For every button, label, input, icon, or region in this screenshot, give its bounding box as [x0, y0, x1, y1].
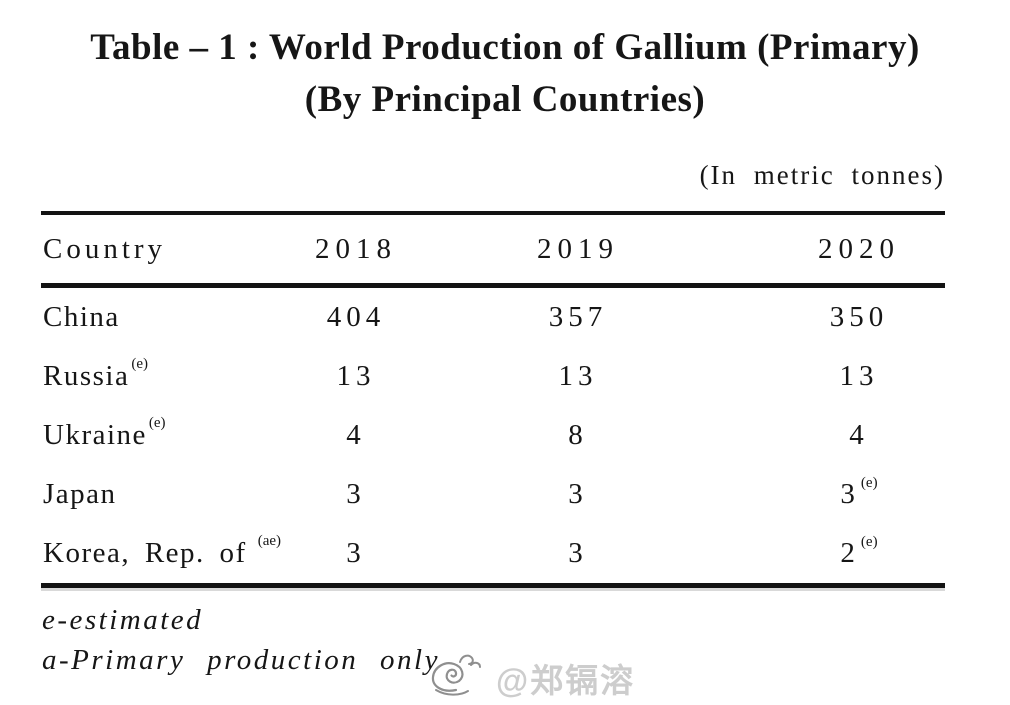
value-cell-2020: 4	[773, 419, 945, 452]
value-cell-2018: 404	[326, 301, 386, 334]
table-title-line2: (By Principal Countries)	[304, 79, 706, 120]
value-cell-2018: 3	[329, 478, 383, 511]
column-header-country: Country	[43, 232, 167, 265]
table-row: Korea, Rep. of (ae) 3 3 2 (e)	[41, 524, 945, 583]
value-cell-2019: 3	[383, 537, 773, 570]
value-cell-2020: 2 (e)	[840, 533, 878, 569]
value-text: 3	[568, 537, 588, 569]
value-text: 3	[346, 537, 366, 569]
column-header-2018: 2018	[315, 232, 397, 265]
value-text: 4	[346, 419, 366, 451]
country-name: Korea, Rep. of	[43, 537, 247, 569]
table-row: Russia (e) 13 13 13	[41, 347, 945, 406]
value-text: 13	[839, 360, 879, 392]
value-cell-2018: 3	[329, 537, 383, 570]
value-text: 13	[336, 360, 376, 392]
watermark: @郑镉溶	[424, 648, 635, 705]
value-cell-2019: 3	[383, 478, 773, 511]
value-cell-2019: 8	[383, 419, 773, 452]
table-row: China 404 357 350	[41, 288, 945, 347]
table-title: Table – 1 : World Production of Gallium …	[0, 22, 1010, 126]
value-text: 2	[840, 537, 860, 569]
column-header-2020: 2020	[818, 232, 900, 265]
value-text: 404	[326, 301, 386, 333]
footnotes-block: e-estimated a-Primary production only	[42, 600, 440, 680]
value-text: 4	[849, 419, 869, 451]
value-text: 357	[548, 301, 608, 333]
value-text: 13	[558, 360, 598, 392]
country-name: Ukraine	[43, 419, 147, 451]
table-top-rule	[41, 211, 945, 215]
value-text: 3	[840, 478, 860, 510]
value-cell-2019: 357	[383, 301, 773, 334]
unit-note: (In metric tonnes)	[699, 160, 945, 190]
country-cell: Japan	[41, 478, 329, 511]
value-text: 350	[829, 301, 889, 333]
table-title-line1: Table – 1 : World Production of Gallium …	[90, 27, 920, 68]
country-cell: Korea, Rep. of (ae)	[43, 532, 282, 569]
table-header-rule	[41, 283, 945, 288]
value-text: 3	[568, 478, 588, 510]
country-name: Russia	[43, 360, 130, 392]
country-name: China	[43, 301, 120, 333]
value-text: 3	[346, 478, 366, 510]
table-row: Japan 3 3 3 (e)	[41, 465, 945, 524]
footnote-a: a-Primary production only	[42, 644, 440, 676]
value-cell-2018: 4	[329, 419, 383, 452]
production-table: Country 2018 2019 2020 China 404 357 350…	[41, 211, 945, 588]
country-cell: Russia (e)	[43, 355, 148, 392]
table-header-row: Country 2018 2019 2020	[41, 215, 945, 283]
value-cell-2020: 350	[773, 301, 945, 334]
value-cell-2020: 3 (e)	[840, 474, 878, 510]
watermark-handle: @郑镉溶	[496, 661, 636, 699]
spiral-doodle-icon	[424, 648, 492, 705]
table-bottom-rule	[41, 583, 945, 588]
table-row: Ukraine (e) 4 8 4	[41, 406, 945, 465]
value-cell-2020: 13	[773, 360, 945, 393]
value-text: 8	[568, 419, 588, 451]
value-cell-2019: 13	[383, 360, 773, 393]
column-header-2019: 2019	[537, 232, 619, 265]
country-cell: China	[41, 301, 329, 334]
country-name: Japan	[43, 478, 117, 510]
value-cell-2018: 13	[329, 360, 383, 393]
footnote-e: e-estimated	[42, 604, 204, 636]
country-cell: Ukraine (e)	[43, 414, 166, 451]
